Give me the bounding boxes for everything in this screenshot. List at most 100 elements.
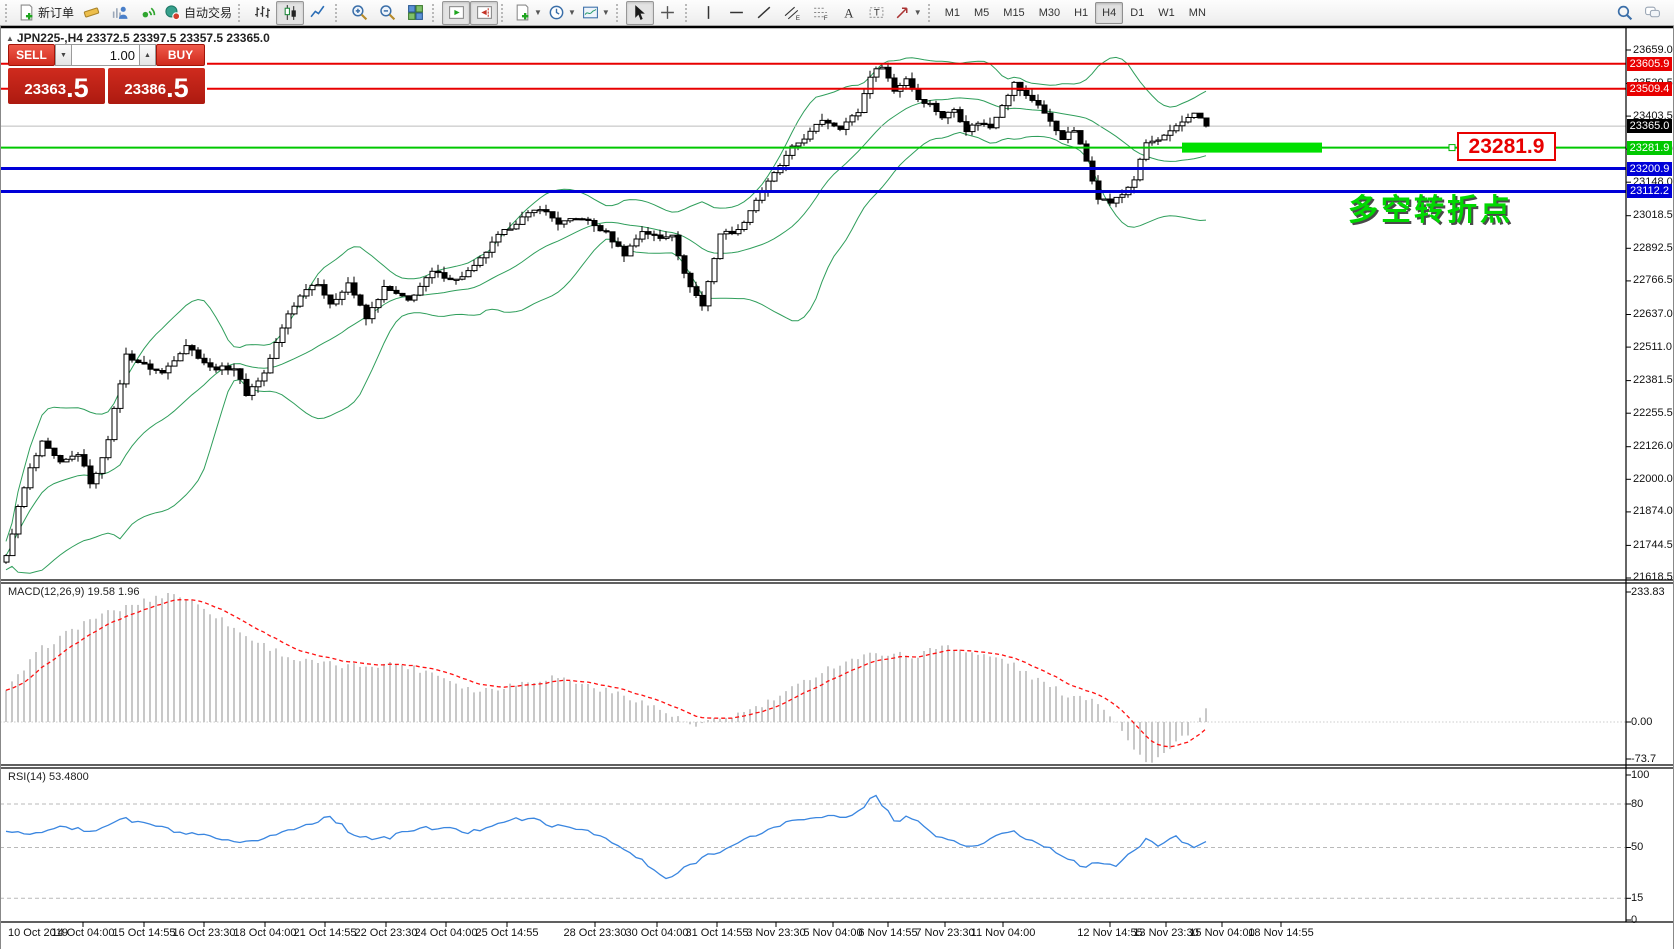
price-tick-label: 22000.0	[1633, 472, 1673, 485]
timeframe-m30-button[interactable]: M30	[1038, 6, 1061, 19]
autotrade-icon	[164, 4, 181, 21]
chart-shift-icon	[476, 4, 493, 21]
vertical-line-button[interactable]	[695, 1, 723, 25]
price-tick-label: 23403.5	[1633, 109, 1673, 122]
timeframe-m1-button[interactable]: M1	[944, 6, 960, 19]
fibonacci-button[interactable]	[807, 1, 835, 25]
search-button[interactable]	[1610, 1, 1638, 25]
rsi-scale-label: 100	[1631, 768, 1650, 781]
time-axis-label: 10 Oct 2019	[8, 927, 68, 939]
price-level-label: 23605.9	[1627, 56, 1672, 71]
sell-button[interactable]: SELL	[8, 44, 55, 66]
time-axis-label: 11 Nov 04:00	[970, 927, 1036, 939]
timeframe-w1-button[interactable]: W1	[1158, 6, 1175, 19]
tile-windows-button[interactable]	[401, 1, 429, 25]
templates-menu-button[interactable]: ▼	[579, 1, 613, 25]
buy-price-frac: .5	[166, 73, 189, 103]
chart-line-icon	[310, 4, 327, 21]
time-axis-label: 3 Nov 23:30	[746, 927, 806, 939]
price-tick-label: 22126.0	[1633, 440, 1673, 453]
crayon-button[interactable]	[77, 1, 105, 25]
rsi-scale-label: 15	[1631, 891, 1644, 904]
template-icon	[582, 4, 599, 21]
time-axis-label: 31 Oct 14:55	[685, 927, 749, 939]
toolbar: 新订单 自动交易 ▼ ▼ ▼ ▼ M1 M5 M15 M30 H1 H4 D1 W1 MN	[0, 0, 1674, 26]
timeframe-d1-button[interactable]: D1	[1130, 6, 1145, 19]
time-axis-label: 16 Oct 23:30	[172, 927, 236, 939]
periods-menu-button[interactable]: ▼	[545, 1, 579, 25]
chat-button[interactable]	[1638, 1, 1666, 25]
search-icon	[1616, 4, 1633, 21]
price-tick-label: 22511.0	[1633, 340, 1672, 353]
chat-icon	[1644, 4, 1661, 21]
vline-icon	[700, 4, 717, 21]
clock-icon	[548, 4, 565, 21]
buy-button[interactable]: BUY	[156, 44, 205, 66]
arrows-menu-caret-icon[interactable]: ▼	[913, 8, 922, 17]
text-label-button[interactable]	[863, 1, 891, 25]
sell-price-int: 23363	[24, 81, 67, 98]
crayon-icon	[83, 4, 100, 21]
volume-up-button[interactable]: ▲	[139, 44, 156, 66]
macd-indicator-label: MACD(12,26,9) 19.58 1.96	[8, 586, 140, 598]
market-watch-button[interactable]	[105, 1, 133, 25]
text-a-icon	[840, 4, 857, 21]
time-axis-label: 24 Oct 04:00	[414, 927, 478, 939]
volume-down-button[interactable]: ▼	[55, 44, 72, 66]
person-chart-icon	[111, 4, 128, 21]
buy-price-box[interactable]: 23386.5	[108, 68, 205, 104]
crosshair-button[interactable]	[654, 1, 682, 25]
candle-chart-type-button[interactable]	[276, 0, 305, 25]
price-tick-label: 21874.0	[1633, 505, 1673, 518]
price-tick-label: 21618.5	[1633, 571, 1673, 584]
horizontal-line-button[interactable]	[723, 1, 751, 25]
time-axis-label: 15 Nov 04:00	[1189, 927, 1255, 939]
sell-price-box[interactable]: 23363.5	[8, 68, 105, 104]
templates-menu-caret-icon[interactable]: ▼	[601, 8, 610, 17]
periods-menu-caret-icon[interactable]: ▼	[567, 8, 576, 17]
new-order-button[interactable]: 新订单	[15, 1, 77, 25]
macd-scale-label: 233.83	[1631, 585, 1665, 598]
rsi-indicator-label: RSI(14) 53.4800	[8, 771, 89, 783]
trendline-button[interactable]	[751, 1, 779, 25]
time-axis-label: 7 Nov 23:30	[915, 927, 975, 939]
cursor-icon	[631, 4, 648, 21]
tiles-icon	[407, 4, 424, 21]
volume-input[interactable]	[72, 44, 139, 66]
price-level-label: 23200.9	[1627, 161, 1672, 176]
equidistant-channel-button[interactable]	[779, 1, 807, 25]
line-chart-type-button[interactable]	[304, 1, 332, 25]
time-axis-label: 14 Oct 04:00	[51, 927, 115, 939]
price-callout-label[interactable]: 23281.9	[1457, 132, 1556, 161]
label-t-icon	[868, 4, 885, 21]
timeframe-m5-button[interactable]: M5	[974, 6, 990, 19]
price-tick-label: 22892.5	[1633, 241, 1673, 254]
bar-chart-type-button[interactable]	[248, 1, 276, 25]
new-chart-caret-icon[interactable]: ▼	[534, 8, 542, 17]
buy-price-int: 23386	[124, 81, 167, 98]
timeframe-h4-button[interactable]: H4	[1095, 1, 1124, 24]
arrows-menu-button[interactable]: ▼	[891, 1, 925, 25]
new-order-label: 新订单	[38, 6, 75, 20]
signals-button[interactable]	[133, 1, 161, 25]
algo-trading-button[interactable]: 自动交易	[161, 1, 235, 25]
time-axis-label: 15 Oct 14:55	[112, 927, 176, 939]
zoom-out-button[interactable]	[373, 1, 401, 25]
new-chart-button[interactable]: ▼	[511, 1, 545, 25]
price-tick-label: 23018.5	[1633, 209, 1673, 222]
time-axis-label: 18 Oct 04:00	[233, 927, 297, 939]
auto-scroll-button[interactable]	[442, 0, 471, 25]
chart-shift-button[interactable]	[470, 0, 499, 25]
time-axis-label: 21 Oct 14:55	[293, 927, 357, 939]
hline-icon	[728, 4, 745, 21]
timeframe-mn-button[interactable]: MN	[1188, 6, 1206, 19]
rsi-scale-label: 80	[1631, 797, 1644, 810]
cursor-button[interactable]	[625, 0, 654, 25]
zoom-in-button[interactable]	[345, 1, 373, 25]
timeframe-m15-button[interactable]: M15	[1003, 6, 1025, 19]
one-click-trade-panel: SELL ▼ ▲ BUY 23363.5 23386.5	[8, 44, 207, 104]
algo-trading-label: 自动交易	[184, 6, 233, 20]
price-level-label: 23509.4	[1627, 81, 1672, 96]
timeframe-h1-button[interactable]: H1	[1074, 6, 1089, 19]
text-button[interactable]	[835, 1, 863, 25]
